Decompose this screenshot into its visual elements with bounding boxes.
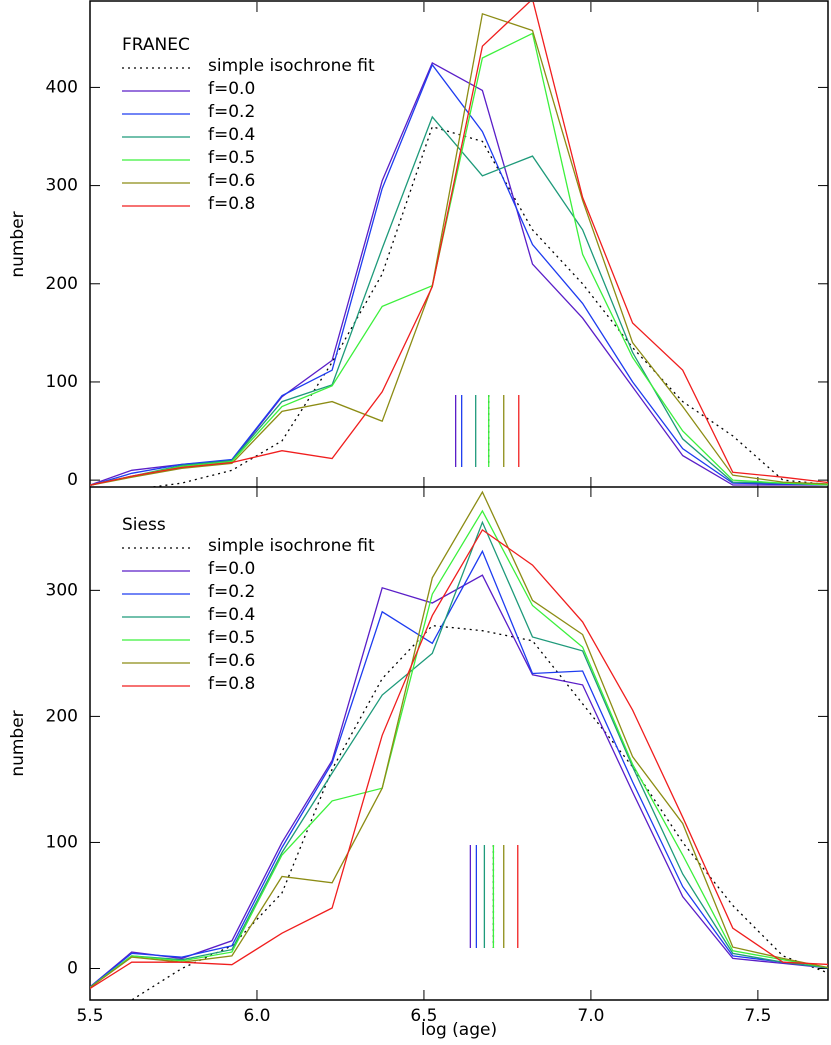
series-line	[90, 528, 828, 990]
series-line	[90, 549, 828, 988]
y-tick-label: 0	[67, 958, 78, 978]
legend-label: f=0.8	[208, 194, 255, 214]
x-tick-label: 7.5	[744, 1006, 771, 1026]
x-tick-label: 6.0	[243, 1006, 270, 1026]
series-line	[90, 2, 828, 486]
y-tick-label: 400	[46, 77, 78, 97]
series-line	[90, 520, 828, 989]
legend-label: simple isochrone fit	[208, 536, 375, 556]
legend-label: f=0.0	[208, 559, 255, 579]
legend-label: f=0.6	[208, 171, 255, 191]
series-line	[90, 32, 828, 486]
series-line	[129, 624, 828, 1000]
y-tick-label: 200	[46, 274, 78, 294]
y-tick-label: 0	[67, 470, 78, 490]
y-tick-label: 100	[46, 832, 78, 852]
legend-label: f=0.4	[208, 125, 255, 145]
series-line	[90, 63, 828, 487]
series-line	[90, 12, 828, 487]
legend-label: f=0.0	[208, 79, 255, 99]
x-tick-label: 6.5	[410, 1006, 437, 1026]
y-tick-label: 300	[46, 176, 78, 196]
legend-label: f=0.6	[208, 651, 255, 671]
y-tick-label: 300	[46, 580, 78, 600]
legend-label: f=0.5	[208, 148, 255, 168]
y-tick-label: 200	[46, 706, 78, 726]
legend-label: simple isochrone fit	[208, 56, 375, 76]
frame	[89, 0, 829, 1001]
series-line	[148, 125, 828, 487]
y-axis-label: number	[8, 710, 28, 776]
legend-label: f=0.2	[208, 582, 255, 602]
series-line	[90, 509, 828, 989]
legend-label: f=0.4	[208, 605, 255, 625]
plot-area	[90, 2, 828, 487]
series-line	[90, 61, 828, 486]
plot-area	[90, 490, 828, 1000]
legend-label: f=0.5	[208, 628, 255, 648]
legend-title: FRANEC	[122, 35, 190, 55]
x-tick-label: 5.5	[76, 1006, 103, 1026]
y-axis-label: number	[8, 211, 28, 277]
series-line	[90, 490, 828, 989]
legend-label: f=0.2	[208, 102, 255, 122]
legend-title: Siess	[122, 515, 166, 535]
x-tick-label: 7.0	[577, 1006, 604, 1026]
x-axis-label: log (age)	[421, 1020, 497, 1040]
legend-label: f=0.8	[208, 674, 255, 694]
y-tick-label: 100	[46, 372, 78, 392]
